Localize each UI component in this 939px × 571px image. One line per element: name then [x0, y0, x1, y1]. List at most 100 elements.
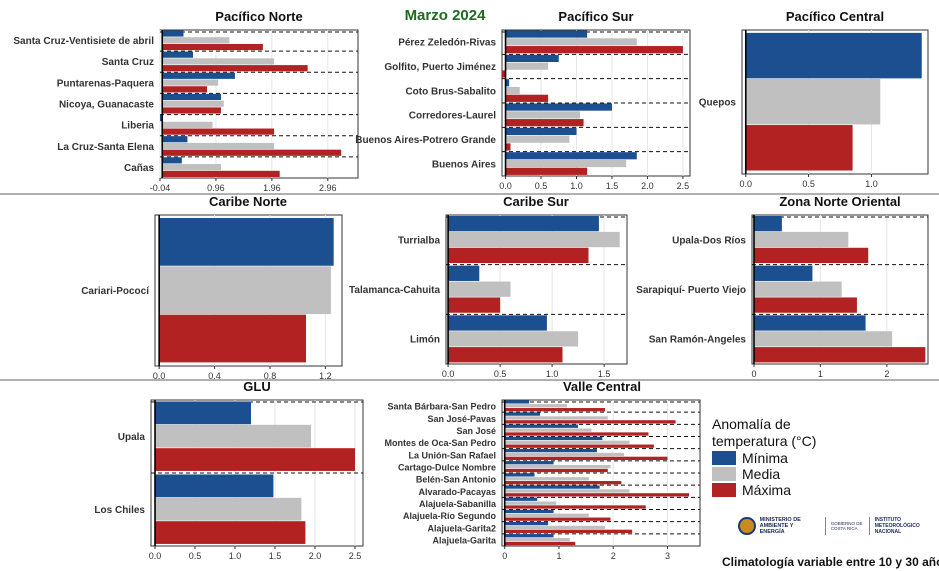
bar-valle-central-alajuela-garita2-media	[504, 525, 606, 530]
bar-zona-norte-oriental-san-ramon-angeles-minima	[753, 315, 866, 331]
bar-glu-upala-media	[155, 424, 311, 448]
tick-label-pacifico-norte: 2.96	[319, 183, 337, 193]
bar-caribe-sur-limon-media	[448, 331, 579, 347]
bar-caribe-sur-turrialba-minima	[448, 215, 599, 232]
category-label-valle-central: San José	[456, 426, 496, 436]
bar-pacifico-sur-perez-zeledon-rivas-media	[505, 38, 637, 46]
tick-label-zona-norte-oriental: 0	[751, 369, 756, 379]
tick-label-valle-central: 0	[502, 551, 507, 561]
bar-valle-central-la-union-san-rafael-minima	[504, 448, 597, 453]
tick-label-caribe-norte: 0.0	[153, 371, 166, 381]
bar-caribe-sur-talamanca-cahuita-maxima	[448, 297, 501, 313]
bar-zona-norte-oriental-san-ramon-angeles-maxima	[753, 347, 926, 363]
tick-label-valle-central: 2	[611, 551, 616, 561]
bar-pacifico-sur-golfito-puerto-jimenez-media	[505, 62, 549, 70]
category-label-caribe-sur: Turrialba	[398, 235, 440, 246]
bar-zona-norte-oriental-sarapiqui-puerto-viejo-minima	[753, 265, 813, 281]
bar-zona-norte-oriental-san-ramon-angeles-media	[753, 331, 893, 347]
bar-pacifico-norte-liberia-media	[162, 121, 213, 128]
bar-pacifico-norte-la-cruz-santa-elena-media	[162, 142, 275, 150]
panel-title-zona-norte-oriental: Zona Norte Oriental	[779, 194, 900, 209]
bar-valle-central-alajuela-garita2-minima	[504, 521, 549, 526]
bar-zona-norte-oriental-sarapiqui-puerto-viejo-media	[753, 281, 842, 297]
bar-zona-norte-oriental-upala-dos-rios-media	[753, 231, 849, 248]
bar-valle-central-alvarado-pacayas-media	[504, 489, 630, 493]
tick-label-pacifico-norte: 1.96	[263, 183, 281, 193]
category-label-valle-central: San José-Pavas	[427, 414, 496, 424]
legend-label-minima: Mínima	[742, 450, 788, 466]
bar-pacifico-norte-la-cruz-santa-elena-maxima	[162, 149, 342, 156]
category-label-glu: Los Chiles	[94, 505, 145, 516]
panel-title-caribe-norte: Caribe Norte	[209, 194, 287, 209]
category-label-valle-central: Alajuela-Río Segundo	[403, 511, 497, 521]
category-label-pacifico-norte: Cañas	[124, 163, 154, 174]
category-label-pacifico-sur: Golfito, Puerto Jiménez	[384, 62, 496, 73]
bar-pacifico-norte-la-cruz-santa-elena-minima	[162, 136, 188, 143]
logo-government: GOBIERNO DE COSTA RICA	[830, 521, 863, 531]
tick-label-pacifico-sur: 1.5	[606, 181, 619, 191]
category-label-pacifico-central: Quepos	[699, 98, 737, 109]
bar-valle-central-alvarado-pacayas-maxima	[504, 493, 690, 497]
category-label-pacifico-norte: La Cruz-Santa Elena	[57, 142, 154, 153]
bar-pacifico-central-quepos-media	[745, 78, 881, 125]
bar-valle-central-san-jose-media	[504, 428, 592, 432]
bar-glu-los-chiles-minima	[155, 474, 274, 498]
bar-pacifico-norte-puntarenas-paquera-minima	[162, 72, 235, 79]
category-label-valle-central: Montes de Oca-San Pedro	[384, 438, 496, 448]
bar-glu-los-chiles-maxima	[155, 521, 306, 544]
bar-valle-central-santa-barbara-san-pedro-media	[504, 404, 568, 408]
tick-label-pacifico-sur: 1.0	[570, 181, 583, 191]
bar-valle-central-san-jose-pavas-media	[504, 416, 608, 420]
category-label-valle-central: Belén-San Antonio	[416, 475, 497, 485]
legend-item-minima: Mínima	[712, 450, 892, 466]
bar-valle-central-montes-de-oca-san-pedro-minima	[504, 436, 603, 441]
logo-ministry: MINISTERIO DE AMBIENTE Y ENERGÍA	[759, 517, 801, 535]
category-label-valle-central: Alajuela-Sabanilla	[419, 499, 497, 509]
tick-label-valle-central: 3	[665, 551, 670, 561]
bar-valle-central-alajuela-rio-segundo-minima	[504, 509, 554, 514]
bar-valle-central-alajuela-garita-minima	[504, 534, 554, 538]
tick-label-pacifico-sur: 2.5	[677, 181, 690, 191]
bar-valle-central-san-jose-maxima	[504, 432, 649, 436]
legend-swatch-media	[712, 467, 736, 481]
bar-pacifico-norte-puntarenas-paquera-media	[162, 79, 219, 86]
tick-label-caribe-sur: 0.0	[442, 369, 455, 379]
legend-item-media: Media	[712, 466, 892, 482]
bar-pacifico-sur-coto-brus-sabalito-media	[505, 86, 520, 95]
bar-valle-central-santa-barbara-san-pedro-maxima	[504, 408, 606, 412]
coat-of-arms-icon	[738, 517, 756, 535]
tick-label-zona-norte-oriental: 1	[818, 369, 823, 379]
category-label-zona-norte-oriental: Sarapiquí- Puerto Viejo	[636, 285, 746, 296]
legend-title-line1: Anomalía de	[712, 416, 791, 432]
category-label-pacifico-norte: Puntarenas-Paquera	[57, 78, 155, 89]
category-label-caribe-sur: Talamanca-Cahuita	[349, 285, 440, 296]
bar-pacifico-norte-santa-cruz-ventisiete-de-abril-media	[162, 37, 230, 44]
bar-pacifico-norte-canas-media	[162, 164, 221, 171]
tick-label-caribe-norte: 0.4	[208, 371, 221, 381]
bar-valle-central-montes-de-oca-san-pedro-media	[504, 440, 630, 444]
category-label-pacifico-sur: Corredores-Laurel	[409, 111, 496, 122]
category-label-glu: Upala	[118, 432, 146, 443]
tick-label-caribe-norte: 1.2	[319, 371, 332, 381]
bar-pacifico-norte-santa-cruz-ventisiete-de-abril-maxima	[162, 43, 263, 51]
bar-valle-central-alajuela-sabanilla-media	[504, 501, 557, 505]
bar-pacifico-norte-nicoya-guanacaste-media	[162, 100, 224, 107]
legend-title-line2: temperatura (°C)	[712, 433, 817, 449]
tick-label-pacifico-central: 1.0	[865, 179, 878, 189]
bar-valle-central-alvarado-pacayas-minima	[504, 485, 600, 489]
bar-valle-central-santa-barbara-san-pedro-minima	[504, 400, 530, 404]
tick-label-glu: 0.0	[149, 551, 162, 561]
tick-label-caribe-sur: 1.5	[598, 369, 611, 379]
bar-pacifico-sur-corredores-laurel-minima	[505, 103, 612, 111]
bar-valle-central-alajuela-garita-maxima	[504, 541, 576, 546]
bar-glu-los-chiles-media	[155, 497, 302, 521]
bar-valle-central-san-jose-pavas-minima	[504, 412, 540, 416]
category-label-pacifico-sur: Coto Brus-Sabalito	[405, 86, 496, 97]
tick-label-glu: 1.0	[229, 551, 242, 561]
category-label-caribe-norte: Cariari-Pococí	[81, 286, 150, 297]
bar-valle-central-la-union-san-rafael-media	[504, 452, 625, 457]
bar-valle-central-cartago-dulce-nombre-maxima	[504, 468, 608, 473]
bar-valle-central-belen-san-antonio-media	[504, 477, 589, 481]
legend-swatch-minima	[712, 451, 736, 465]
legend-swatch-maxima	[712, 483, 736, 497]
